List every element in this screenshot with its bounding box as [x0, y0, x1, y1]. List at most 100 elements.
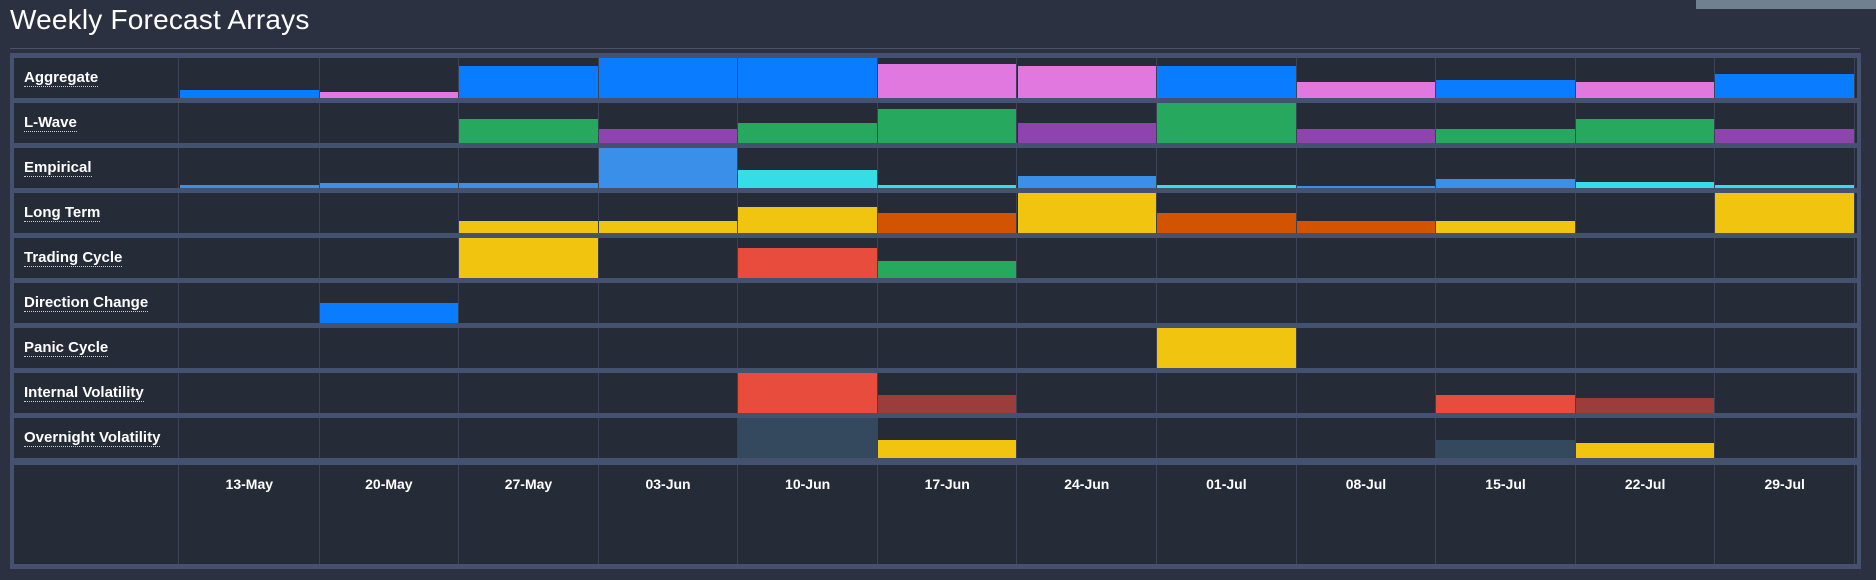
forecast-bar — [1436, 129, 1575, 143]
forecast-cell — [1296, 58, 1437, 98]
forecast-cell — [319, 148, 460, 188]
forecast-cell — [1436, 373, 1576, 413]
forecast-bar — [1715, 185, 1854, 188]
forecast-cell — [1436, 193, 1576, 233]
row-cells — [180, 103, 1855, 143]
row-label[interactable]: L-Wave — [24, 114, 77, 132]
forecast-cell — [1157, 148, 1297, 188]
row-label[interactable]: Panic Cycle — [24, 339, 109, 357]
forecast-cell — [459, 238, 599, 278]
forecast-bar — [1296, 129, 1436, 143]
forecast-bar — [1017, 176, 1157, 188]
forecast-cell — [320, 103, 460, 143]
forecast-row: Long Term — [14, 193, 1857, 233]
x-tick-label: 03-Jun — [645, 476, 691, 492]
forecast-cell — [738, 193, 878, 233]
forecast-cell — [1576, 328, 1716, 368]
forecast-cell — [180, 373, 320, 413]
forecast-bar — [877, 64, 1017, 98]
x-tick: 01-Jul — [1157, 465, 1297, 564]
forecast-cell — [877, 238, 1018, 278]
forecast-bar — [1157, 328, 1296, 368]
forecast-cell — [1715, 193, 1855, 233]
forecast-cell — [320, 238, 460, 278]
forecast-cell — [598, 103, 739, 143]
forecast-bar — [459, 183, 598, 188]
forecast-bar — [1296, 82, 1436, 98]
forecast-cell — [1576, 238, 1716, 278]
forecast-cell — [598, 193, 739, 233]
forecast-cell — [180, 58, 320, 98]
forecast-cell — [878, 283, 1018, 323]
forecast-bar — [180, 185, 319, 188]
x-tick: 13-May — [180, 465, 320, 564]
forecast-cell — [1575, 58, 1716, 98]
x-tick: 08-Jul — [1297, 465, 1437, 564]
forecast-bar — [1436, 80, 1575, 98]
forecast-bar — [598, 129, 738, 143]
forecast-bar — [738, 123, 877, 143]
x-tick: 20-May — [320, 465, 460, 564]
row-label-cell: Empirical — [14, 148, 179, 188]
forecast-cell — [877, 373, 1018, 413]
x-tick: 24-Jun — [1018, 465, 1158, 564]
forecast-bar — [459, 221, 598, 233]
forecast-bar — [180, 90, 319, 98]
x-tick-label: 24-Jun — [1064, 476, 1110, 492]
forecast-bar — [1436, 395, 1575, 413]
row-label[interactable]: Internal Volatility — [24, 384, 144, 402]
forecast-cell — [738, 148, 878, 188]
forecast-cell — [1715, 283, 1855, 323]
forecast-bar — [1575, 82, 1715, 98]
forecast-cell — [1436, 283, 1576, 323]
forecast-cell — [877, 148, 1018, 188]
row-label[interactable]: Aggregate — [24, 69, 99, 87]
forecast-bar — [1436, 179, 1575, 188]
forecast-cell — [1436, 418, 1576, 458]
forecast-cell — [1436, 238, 1576, 278]
row-cells — [180, 328, 1855, 368]
row-label-cell: Long Term — [14, 193, 179, 233]
row-cells — [180, 373, 1855, 413]
forecast-cell — [1576, 193, 1716, 233]
forecast-cell — [1436, 148, 1576, 188]
forecast-cell — [180, 328, 320, 368]
forecast-cell — [1715, 373, 1855, 413]
x-tick: 15-Jul — [1436, 465, 1576, 564]
row-label[interactable]: Trading Cycle — [24, 249, 123, 267]
axis-corner-cell — [14, 465, 179, 564]
forecast-bar — [1157, 66, 1296, 98]
forecast-bar — [738, 418, 877, 458]
row-label[interactable]: Long Term — [24, 204, 101, 222]
x-tick-label: 15-Jul — [1485, 476, 1526, 492]
forecast-cell — [877, 58, 1018, 98]
forecast-cell — [1715, 103, 1855, 143]
forecast-bar — [1157, 185, 1296, 188]
forecast-cell — [738, 328, 878, 368]
forecast-bar — [1575, 119, 1715, 143]
forecast-cell — [320, 193, 460, 233]
forecast-cell — [1576, 283, 1716, 323]
forecast-bar — [1715, 74, 1854, 98]
forecast-cell — [459, 193, 599, 233]
forecast-bar — [1575, 443, 1715, 458]
forecast-cell — [877, 418, 1018, 458]
forecast-cell — [1157, 418, 1297, 458]
forecast-cell — [1436, 58, 1576, 98]
forecast-cell — [459, 328, 599, 368]
row-label-cell: Aggregate — [14, 58, 179, 98]
forecast-cell — [1297, 283, 1437, 323]
x-tick: 22-Jul — [1576, 465, 1716, 564]
row-cells — [180, 283, 1855, 323]
forecast-bar — [738, 207, 877, 233]
forecast-bar — [877, 395, 1017, 413]
row-label[interactable]: Overnight Volatility — [24, 429, 161, 447]
row-label[interactable]: Direction Change — [24, 294, 149, 312]
x-tick-label: 01-Jul — [1206, 476, 1247, 492]
x-tick-label: 17-Jun — [924, 476, 970, 492]
x-tick-label: 20-May — [365, 476, 413, 492]
row-label[interactable]: Empirical — [24, 159, 92, 177]
forecast-bar — [1017, 123, 1157, 143]
forecast-cell — [1715, 148, 1855, 188]
forecast-cell — [180, 103, 320, 143]
